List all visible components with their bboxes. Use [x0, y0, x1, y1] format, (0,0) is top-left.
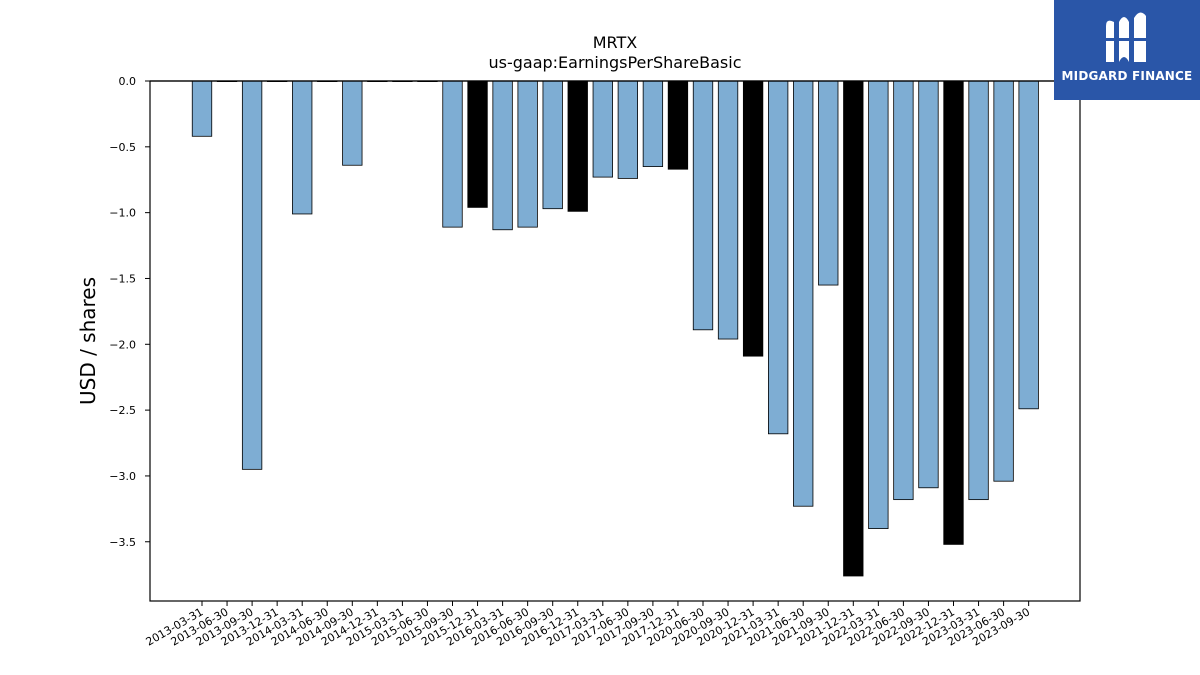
bar-2022-09-30 [918, 80, 939, 489]
bar-2017-09-30 [642, 80, 664, 167]
y-tick-label: 0.0 [119, 75, 137, 88]
y-tick-label: −1.0 [109, 207, 136, 220]
y-axis: 0.0 −0.5 −1.0 −1.5 −2.0 −2.5 −3.0 −3.5 [109, 75, 150, 549]
bar-2022-03-31 [868, 80, 889, 529]
bar-2023-09-30 [1018, 80, 1039, 410]
bar-2020-09-30 [717, 80, 739, 340]
bar-2016-03-31 [492, 80, 513, 231]
bar-2015-09-30 [442, 80, 463, 228]
chart-title: MRTX [593, 33, 638, 52]
midgard-logo-icon [1102, 12, 1152, 63]
midgard-finance-logo: MIDGARD FINANCE [1054, 0, 1200, 100]
y-tick-label: −2.5 [109, 404, 136, 417]
plot-frame [149, 80, 1081, 602]
bar-2020-06-30 [692, 80, 714, 331]
y-tick-label: −2.0 [109, 338, 136, 351]
y-tick-label: −1.5 [109, 272, 136, 285]
y-tick-label: −0.5 [109, 141, 136, 154]
bar-2013-03-31 [191, 80, 213, 137]
bar-2023-06-30 [993, 80, 1014, 482]
chart-subtitle: us-gaap:EarningsPerShareBasic [488, 53, 741, 72]
bar-2017-12-31 [667, 80, 689, 170]
bar-2017-03-31 [592, 80, 613, 178]
bar-2014-09-30 [342, 80, 363, 166]
bar-2022-06-30 [893, 80, 914, 501]
bar-2016-12-31 [567, 80, 588, 212]
bar-2017-06-30 [617, 80, 638, 179]
bar-2016-06-30 [517, 80, 538, 228]
y-tick-label: −3.0 [109, 470, 136, 483]
bars-group [150, 80, 1080, 577]
x-axis: 2013-03-312013-06-302013-09-302013-12-31… [144, 601, 1032, 649]
bar-2023-03-31 [968, 80, 989, 501]
bar-2014-03-31 [292, 80, 313, 215]
y-tick-label: −3.5 [109, 536, 136, 549]
y-axis-label: USD / shares [76, 277, 100, 405]
logo-text: MIDGARD FINANCE [1061, 69, 1193, 83]
bar-2013-09-30 [241, 80, 263, 470]
bar-2021-06-30 [793, 80, 814, 507]
bar-2020-12-31 [742, 80, 764, 357]
bar-2016-09-30 [542, 80, 563, 210]
bar-2021-03-31 [768, 80, 789, 435]
bar-2021-12-31 [843, 80, 864, 577]
bar-2022-12-31 [943, 80, 964, 545]
bar-2015-12-31 [467, 80, 488, 208]
bar-2021-09-30 [818, 80, 839, 286]
